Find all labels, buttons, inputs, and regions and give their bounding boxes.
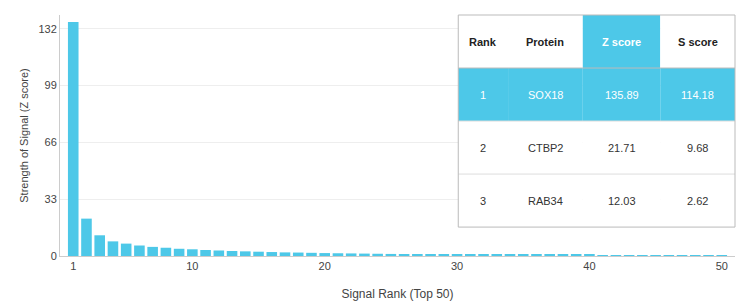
svg-text:40: 40 — [583, 260, 595, 272]
svg-text:1: 1 — [480, 89, 486, 101]
svg-text:30: 30 — [451, 260, 463, 272]
svg-text:21.71: 21.71 — [608, 142, 636, 154]
svg-text:Strength of Signal (Z score): Strength of Signal (Z score) — [18, 68, 30, 203]
svg-text:Z score: Z score — [602, 36, 641, 48]
svg-text:114.18: 114.18 — [681, 89, 714, 101]
svg-text:S score: S score — [678, 36, 718, 48]
svg-text:3: 3 — [480, 195, 486, 207]
svg-text:Rank: Rank — [469, 36, 497, 48]
svg-text:0: 0 — [51, 250, 57, 262]
svg-text:Signal Rank (Top 50): Signal Rank (Top 50) — [341, 287, 453, 301]
svg-text:SOX18: SOX18 — [528, 89, 563, 101]
svg-text:2.62: 2.62 — [687, 195, 708, 207]
svg-text:12.03: 12.03 — [608, 195, 636, 207]
svg-text:20: 20 — [319, 260, 331, 272]
svg-text:135.89: 135.89 — [605, 89, 639, 101]
svg-text:RAB34: RAB34 — [528, 195, 563, 207]
svg-text:Protein: Protein — [526, 36, 564, 48]
svg-text:CTBP2: CTBP2 — [528, 142, 563, 154]
svg-text:50: 50 — [716, 260, 728, 272]
svg-text:33: 33 — [45, 193, 57, 205]
svg-text:1: 1 — [70, 260, 76, 272]
svg-text:132: 132 — [38, 23, 56, 35]
svg-text:66: 66 — [45, 136, 57, 148]
svg-text:10: 10 — [186, 260, 198, 272]
svg-text:9.68: 9.68 — [687, 142, 708, 154]
svg-text:99: 99 — [45, 79, 57, 91]
svg-text:2: 2 — [480, 142, 486, 154]
